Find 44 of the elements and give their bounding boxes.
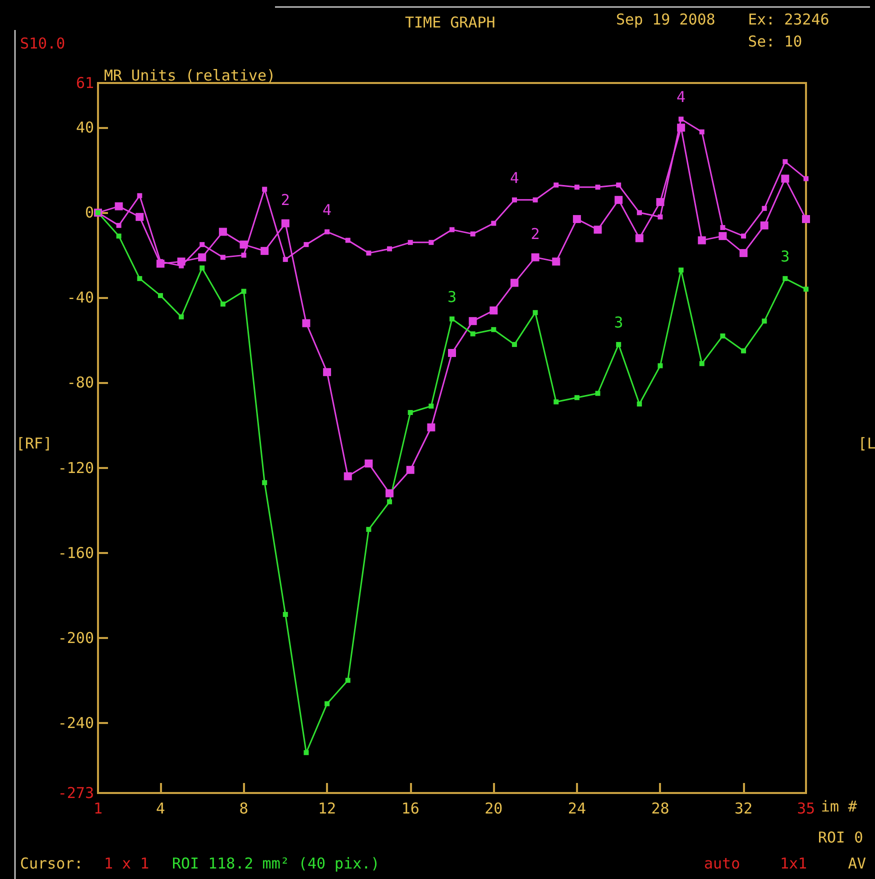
text: Cursor: — [20, 854, 84, 872]
text: [RF] — [16, 434, 52, 452]
text: 1 x 1 — [104, 854, 150, 872]
x-tick-label: 4 — [156, 800, 165, 818]
text: 2 — [530, 224, 540, 243]
text: 4 — [510, 168, 519, 187]
x-tick-label: 20 — [484, 800, 503, 818]
text: Ex: 23246 — [748, 10, 830, 28]
x-tick-label: 28 — [651, 800, 670, 818]
series-label: 3 — [447, 288, 457, 306]
text: S10.0 — [20, 34, 66, 52]
text: 1x1 — [780, 854, 808, 872]
text: ROI 118.2 mm² (40 pix.) — [172, 854, 380, 872]
x-tick-label: 16 — [401, 800, 420, 818]
x-tick-label: 1 — [93, 800, 103, 818]
text: auto — [704, 854, 740, 872]
y-tick-label: 40 — [76, 118, 94, 137]
text: Sep 19 2008 — [616, 10, 716, 28]
y-axis-title: MR Units (relative) — [104, 66, 276, 84]
chart-title: TIME GRAPH — [405, 14, 496, 32]
text: 4 — [676, 88, 686, 106]
x-tick-label: 24 — [568, 800, 586, 818]
text: ROI 0 — [818, 828, 864, 846]
text: Se: 10 — [748, 32, 802, 50]
y-tick-label: -80 — [66, 374, 94, 392]
text: 3 — [780, 248, 790, 266]
x-tick-label: 12 — [318, 800, 336, 818]
y-tick-label: -40 — [66, 288, 94, 307]
y-tick-label: 0 — [84, 204, 94, 222]
text: 3 — [614, 313, 624, 332]
x-axis-title: im # — [820, 798, 858, 816]
y-tick-label: -160 — [58, 544, 94, 562]
series-label: 2 — [280, 190, 290, 209]
x-tick-label: 8 — [239, 800, 248, 818]
y-tick-label: -120 — [58, 458, 94, 477]
x-tick-label: 32 — [734, 800, 753, 818]
y-tick-label: -273 — [58, 784, 94, 802]
x-tick-label: 35 — [796, 800, 816, 818]
y-tick-label: -240 — [58, 714, 94, 732]
text: AV — [848, 854, 866, 872]
series-label: 4 — [322, 200, 332, 219]
y-tick-label: -200 — [58, 628, 94, 647]
text: [L — [858, 434, 875, 452]
y-tick-label: 61 — [76, 74, 94, 92]
